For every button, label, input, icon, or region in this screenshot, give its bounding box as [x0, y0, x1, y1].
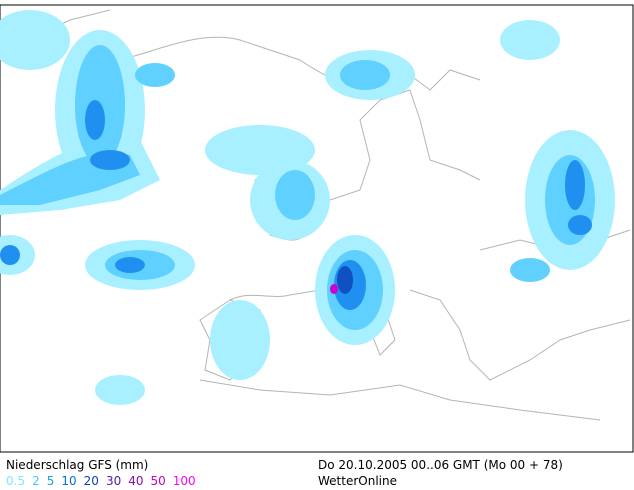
legend: 0.5 2 5 10 20 30 40 50 100 [6, 474, 203, 488]
precipitation [0, 10, 615, 405]
legend-level: 10 [61, 474, 77, 488]
legend-level: 50 [150, 474, 166, 488]
legend-level: 40 [128, 474, 144, 488]
legend-level: 2 [32, 474, 40, 488]
valid-time: Do 20.10.2005 00..06 GMT (Mo 00 + 78) [318, 458, 563, 472]
map [0, 4, 634, 453]
legend-level: 0.5 [6, 474, 26, 488]
product-title: Niederschlag GFS (mm) [6, 458, 149, 472]
provider: WetterOnline [318, 474, 397, 488]
legend-level: 100 [172, 474, 196, 488]
legend-level: 20 [83, 474, 99, 488]
legend-level: 5 [46, 474, 55, 488]
legend-level: 30 [105, 474, 122, 488]
